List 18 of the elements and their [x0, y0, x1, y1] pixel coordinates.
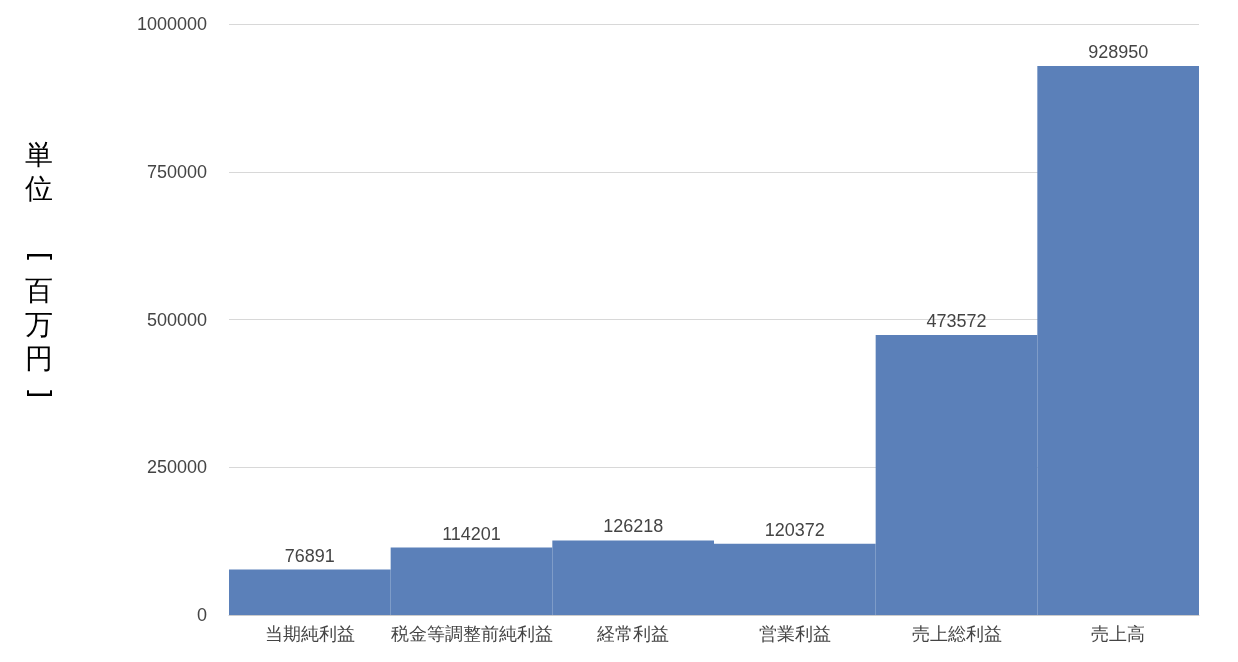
x-tick-label: 売上総利益: [911, 624, 1002, 644]
y-tick-label: 0: [196, 605, 207, 625]
data-label: 114201: [442, 523, 501, 544]
data-label: 120372: [764, 519, 825, 540]
data-label: 126218: [603, 516, 664, 537]
x-tick-label: 営業利益: [758, 624, 831, 644]
y-tick-label: 1000000: [136, 14, 207, 34]
x-tick-label: 経常利益: [596, 624, 670, 644]
y-tick-label: 500000: [146, 309, 207, 330]
x-tick-label: 当期純利益: [264, 624, 355, 644]
y-tick-label: 750000: [146, 161, 207, 182]
data-label: 76891: [284, 545, 335, 566]
y-tick-label: 250000: [146, 457, 207, 478]
x-tick-label: 税金等調整前純利益: [390, 624, 553, 644]
x-tick-label: 売上高: [1091, 624, 1146, 644]
y-axis-title: 単位 [百万円]: [22, 138, 56, 401]
data-label: 928950: [1088, 41, 1149, 62]
data-label: 473572: [926, 311, 987, 332]
